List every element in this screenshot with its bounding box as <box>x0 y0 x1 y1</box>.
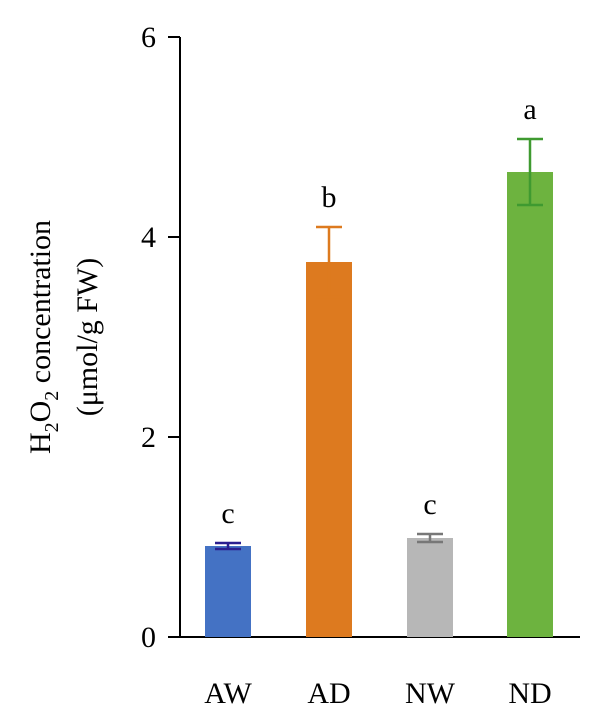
bar-ad <box>306 262 352 637</box>
bars <box>205 172 553 637</box>
error-bar-nw <box>417 532 443 544</box>
error-bars <box>215 137 543 551</box>
error-bar-aw <box>215 541 241 551</box>
significance-label: b <box>322 181 337 214</box>
bar-aw <box>205 546 251 637</box>
y-axis-label: H2O2 concentration (μmol/g FW) <box>24 220 104 454</box>
x-tick-label-nw: NW <box>405 677 456 710</box>
significance-label: c <box>221 497 234 530</box>
significance-label: c <box>423 488 436 521</box>
bar-nw <box>407 538 453 637</box>
y-tick-label: 2 <box>141 421 156 454</box>
x-tick-label-ad: AD <box>307 677 350 710</box>
y-tick-label: 6 <box>141 21 156 54</box>
y-axis-label-line1: H2O2 concentration <box>24 220 63 454</box>
error-bar-nd <box>517 137 543 207</box>
x-tick-label-nd: ND <box>508 677 551 710</box>
y-axis: 0 2 4 6 <box>141 21 181 654</box>
y-tick-label: 0 <box>141 621 156 654</box>
significance-label: a <box>523 93 536 126</box>
bar-nd <box>507 172 553 637</box>
y-tick-label: 4 <box>141 221 156 254</box>
y-axis-label-line2: (μmol/g FW) <box>71 258 104 417</box>
significance-labels: c b c a <box>221 93 536 530</box>
x-tick-labels: AW AD NW ND <box>204 677 551 710</box>
error-bar-ad <box>316 225 342 299</box>
x-tick-label-aw: AW <box>204 677 252 710</box>
